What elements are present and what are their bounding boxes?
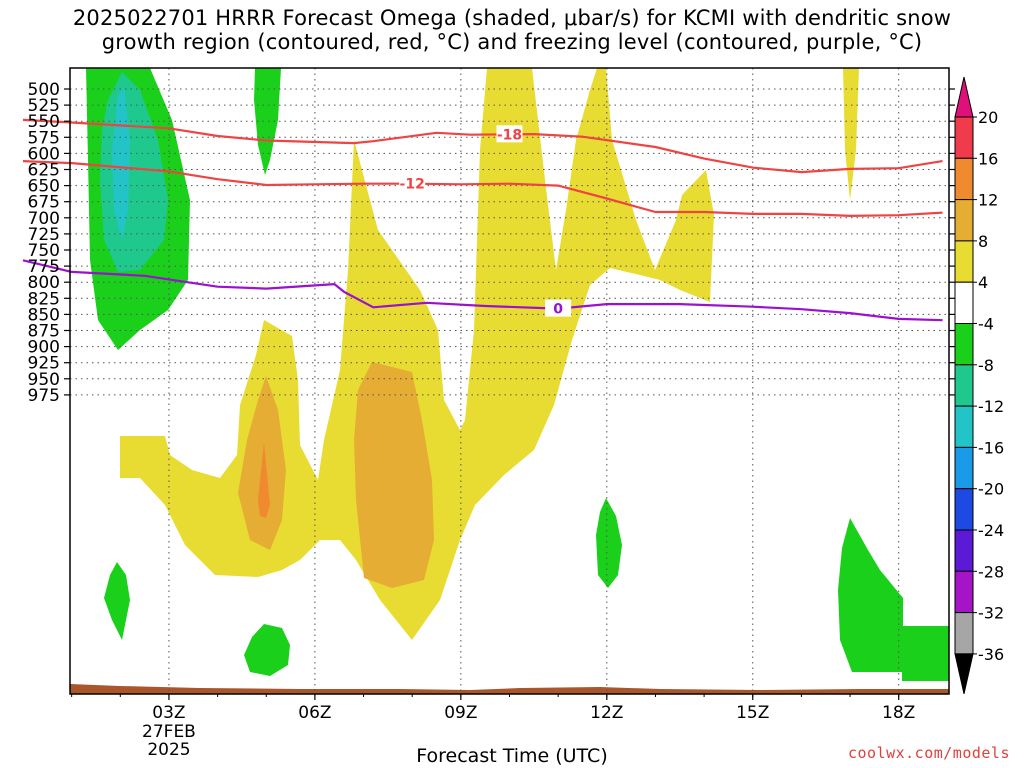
omega-shade-m4tom8 — [244, 624, 290, 676]
y-tick-label: 675 — [28, 193, 60, 213]
omega-shade-m4tom8 — [254, 68, 281, 175]
y-tick-label: 625 — [28, 161, 60, 181]
x-tick-label: 12Z — [590, 703, 623, 723]
colorbar-segment — [954, 199, 974, 242]
omega-shade-m4tom8 — [104, 562, 130, 640]
y-tick-label: 925 — [28, 354, 60, 374]
y-tick-label: 775 — [28, 257, 60, 277]
contour-dgz-minus12 — [22, 160, 943, 217]
colorbar-segment — [954, 323, 974, 366]
contour-label-bg — [545, 299, 572, 317]
colorbar-label: -8 — [978, 356, 994, 375]
colorbar-label: -20 — [978, 480, 1004, 499]
y-tick-label: 650 — [28, 177, 60, 197]
chart-title: 2025022701 HRRR Forecast Omega (shaded, … — [0, 6, 1024, 54]
contour-lines: -18 -12 0 — [22, 118, 943, 322]
contour-label: -18 — [497, 127, 522, 143]
colorbar-bottom-triangle — [954, 653, 974, 695]
colorbar-label: -32 — [978, 604, 1004, 623]
y-tick-label: 525 — [28, 96, 60, 116]
y-tick-label: 825 — [28, 289, 60, 309]
colorbar-label: 20 — [978, 108, 998, 127]
terrain-strip — [70, 684, 949, 694]
y-tick-label: 725 — [28, 225, 60, 245]
colorbar-segment — [954, 281, 974, 325]
omega-shade-m4tom8 — [838, 518, 949, 681]
contour-label-bg — [399, 174, 426, 192]
y-tick-label: 850 — [28, 305, 60, 325]
colorbar-label: 16 — [978, 149, 998, 168]
colorbar-segment — [954, 570, 974, 614]
y-tick-label: 500 — [28, 80, 60, 100]
colorbar-segment — [954, 405, 974, 448]
colorbar-label: -16 — [978, 438, 1004, 457]
colorbar-segment — [954, 612, 974, 655]
x-tick-label: 09Z — [444, 703, 477, 723]
omega-shading — [70, 68, 949, 694]
y-tick-label: 750 — [28, 241, 60, 261]
colorbar-segment — [954, 488, 974, 531]
colorbar: 20 16 12 8 4 -4 -8 -12 -16 -20 -24 -28 -32 -36 — [954, 76, 1004, 695]
omega-shade-m4tom8 — [596, 498, 622, 588]
y-tick-label: 800 — [28, 273, 60, 293]
y-tick-label: 600 — [28, 144, 60, 164]
title-line-1: 2025022701 HRRR Forecast Omega (shaded, … — [72, 6, 952, 30]
omega-shade-12to16 — [258, 442, 270, 518]
omega-shade-4to8 — [843, 68, 859, 200]
y-axis: 5005255505756006256506757007257507758008… — [28, 80, 955, 406]
colorbar-segment — [954, 157, 974, 201]
colorbar-top-triangle — [954, 76, 974, 118]
x-tick-label: 06Z — [298, 703, 331, 723]
x-date-label: 27FEB — [142, 722, 196, 742]
contour-freezing-level — [22, 259, 943, 322]
colorbar-label: 12 — [978, 191, 998, 210]
colorbar-segment — [954, 446, 974, 490]
colorbar-label: 4 — [978, 273, 988, 292]
colorbar-segment — [954, 364, 974, 407]
y-tick-label: 700 — [28, 209, 60, 229]
colorbar-segment — [954, 529, 974, 572]
x-axis-label: Forecast Time (UTC) — [416, 745, 608, 767]
contour-label: -12 — [400, 177, 425, 193]
chart-grid — [70, 68, 949, 694]
colorbar-segment — [954, 240, 974, 283]
y-tick-label: 575 — [28, 128, 60, 148]
colorbar-label: -28 — [978, 562, 1004, 581]
x-tick-label: 18Z — [882, 703, 915, 723]
y-tick-label: 900 — [28, 338, 60, 358]
colorbar-segment — [954, 116, 974, 159]
x-tick-label: 03Z — [152, 703, 185, 723]
colorbar-label: 8 — [978, 232, 988, 251]
colorbar-label: -12 — [978, 397, 1004, 416]
title-line-2: growth region (contoured, red, °C) and f… — [101, 30, 923, 54]
x-date-label: 2025 — [147, 740, 190, 760]
y-tick-label: 550 — [28, 112, 60, 132]
contour-label-bg — [496, 125, 523, 143]
y-tick-label: 975 — [28, 386, 60, 406]
x-tick-label: 15Z — [736, 703, 769, 723]
colorbar-label: -24 — [978, 521, 1004, 540]
contour-label: 0 — [553, 302, 563, 318]
colorbar-label: -36 — [978, 645, 1004, 664]
site-credit[interactable]: coolwx.com/models — [847, 744, 1010, 762]
y-tick-label: 950 — [28, 370, 60, 390]
y-tick-label: 875 — [28, 322, 60, 342]
omega-shade-8to12 — [354, 362, 434, 588]
colorbar-label: -4 — [978, 315, 994, 334]
